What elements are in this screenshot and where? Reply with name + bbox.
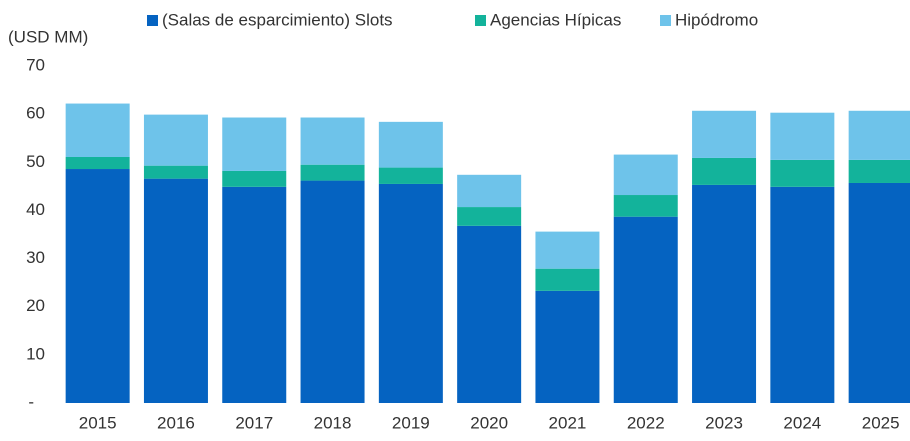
bar-segment bbox=[848, 159, 910, 183]
legend-label: (Salas de esparcimiento) Slots bbox=[162, 10, 393, 29]
x-tick-label: 2016 bbox=[157, 413, 195, 432]
bar-segment bbox=[65, 156, 130, 170]
bar-segment bbox=[770, 112, 835, 160]
bar-segment bbox=[143, 114, 208, 166]
x-tick-label: 2019 bbox=[392, 413, 430, 432]
x-tick-label: 2022 bbox=[627, 413, 665, 432]
bar-segment bbox=[692, 184, 757, 403]
x-tick-label: 2024 bbox=[783, 413, 821, 432]
bar-segment bbox=[692, 110, 757, 158]
y-tick-label: 70 bbox=[26, 55, 45, 74]
bar-segment bbox=[300, 164, 365, 181]
bar-segment bbox=[770, 186, 835, 403]
y-axis-label: (USD MM) bbox=[8, 27, 88, 46]
bar-segment bbox=[848, 110, 910, 160]
bar-segment bbox=[848, 182, 910, 403]
bar-segment bbox=[535, 231, 600, 269]
bar-segment bbox=[535, 290, 600, 403]
x-tick-label: 2020 bbox=[470, 413, 508, 432]
x-tick-label: 2023 bbox=[705, 413, 743, 432]
bar-segment bbox=[300, 117, 365, 165]
x-tick-label: 2025 bbox=[862, 413, 900, 432]
x-tick-label: 2015 bbox=[79, 413, 117, 432]
x-tick-label: 2021 bbox=[549, 413, 587, 432]
bar-segment bbox=[770, 159, 835, 187]
y-tick-label: 10 bbox=[26, 344, 45, 363]
legend-label: Hipódromo bbox=[675, 10, 758, 29]
bar-segment bbox=[300, 180, 365, 403]
bar-segment bbox=[457, 207, 522, 226]
bar-segment bbox=[457, 225, 522, 403]
legend-swatch bbox=[475, 15, 486, 26]
y-tick-label: - bbox=[28, 392, 34, 411]
bar-segment bbox=[378, 167, 443, 184]
y-tick-label: 30 bbox=[26, 248, 45, 267]
y-tick-label: 50 bbox=[26, 152, 45, 171]
legend-swatch bbox=[147, 15, 158, 26]
legend-label: Agencias Hípicas bbox=[490, 10, 621, 29]
bar-segment bbox=[613, 216, 678, 403]
x-tick-label: 2017 bbox=[235, 413, 273, 432]
bar-segment bbox=[143, 178, 208, 403]
y-tick-label: 60 bbox=[26, 104, 45, 123]
bar-segment bbox=[222, 117, 287, 171]
bar-segment bbox=[65, 169, 130, 403]
x-tick-label: 2018 bbox=[314, 413, 352, 432]
bar-segment bbox=[65, 103, 130, 157]
y-tick-label: 40 bbox=[26, 200, 45, 219]
bar-segment bbox=[613, 154, 678, 196]
bar-segment bbox=[222, 170, 287, 187]
bar-segment bbox=[692, 157, 757, 185]
bar-segment bbox=[613, 195, 678, 217]
bar-segment bbox=[457, 174, 522, 208]
bar-segment bbox=[535, 268, 600, 291]
y-tick-label: 20 bbox=[26, 296, 45, 315]
bar-segment bbox=[378, 121, 443, 168]
legend-swatch bbox=[660, 15, 671, 26]
bar-segment bbox=[222, 186, 287, 403]
bar-segment bbox=[143, 165, 208, 179]
bar-segment bbox=[378, 183, 443, 403]
